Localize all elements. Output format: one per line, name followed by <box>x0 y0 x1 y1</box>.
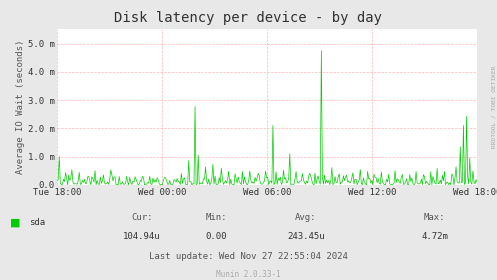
Text: 243.45u: 243.45u <box>287 232 325 241</box>
Text: RRDTOOL / TOBI OETIKER: RRDTOOL / TOBI OETIKER <box>491 65 496 148</box>
Text: Max:: Max: <box>424 213 446 221</box>
Text: 104.94u: 104.94u <box>123 232 161 241</box>
Text: ■: ■ <box>10 218 20 228</box>
Text: Munin 2.0.33-1: Munin 2.0.33-1 <box>216 270 281 279</box>
Y-axis label: Average IO Wait (seconds): Average IO Wait (seconds) <box>16 40 25 174</box>
Text: Disk latency per device - by day: Disk latency per device - by day <box>114 11 383 25</box>
Text: Min:: Min: <box>205 213 227 221</box>
Text: sda: sda <box>29 218 45 227</box>
Text: 0.00: 0.00 <box>205 232 227 241</box>
Text: Avg:: Avg: <box>295 213 317 221</box>
Text: 4.72m: 4.72m <box>421 232 448 241</box>
Text: Last update: Wed Nov 27 22:55:04 2024: Last update: Wed Nov 27 22:55:04 2024 <box>149 252 348 261</box>
Text: Cur:: Cur: <box>131 213 153 221</box>
